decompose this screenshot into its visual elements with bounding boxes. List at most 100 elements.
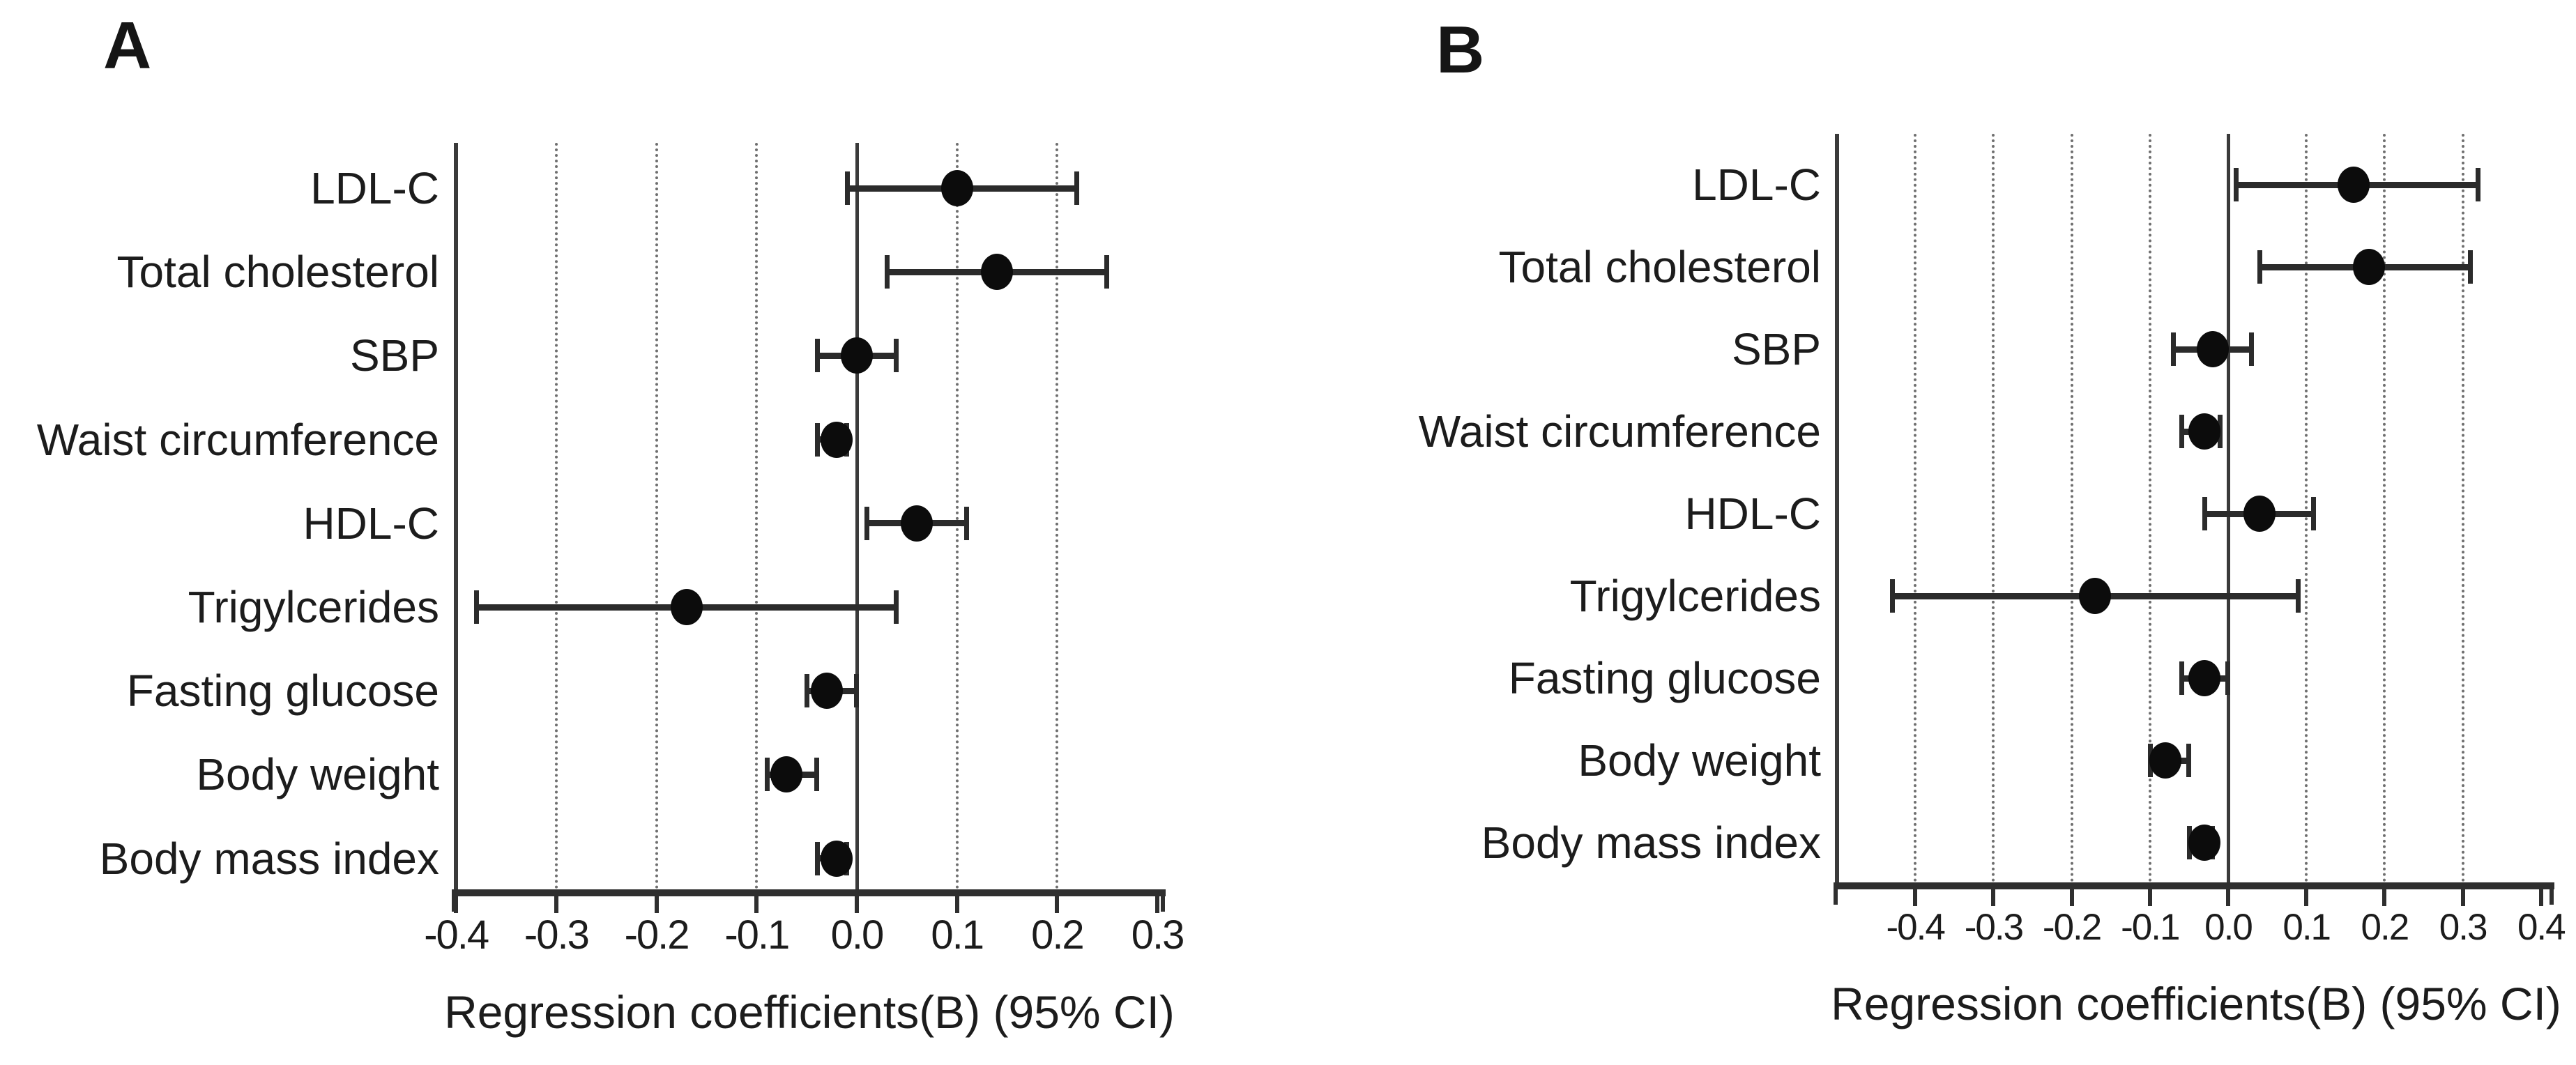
point-marker — [670, 589, 703, 625]
axis-end-tick — [2550, 885, 2554, 905]
point-marker — [2188, 825, 2221, 861]
ci-cap-high — [854, 674, 859, 708]
ci-cap-high — [1104, 255, 1110, 289]
category-label: Body mass index — [99, 833, 439, 884]
ci-cap-low — [2171, 332, 2177, 366]
y-axis-spine — [1835, 134, 1839, 887]
gridline — [1992, 134, 1995, 882]
gridline — [1055, 143, 1059, 889]
ci-cap-high — [1074, 171, 1080, 205]
axis-tick — [654, 894, 659, 913]
gridline — [2461, 134, 2464, 882]
ci-cap-high — [2295, 579, 2301, 613]
axis-tick — [2226, 887, 2230, 906]
tick-label: -0.3 — [524, 912, 590, 958]
ci-cap-low — [2179, 661, 2184, 695]
ci-cap-low — [2202, 497, 2208, 530]
point-marker — [940, 170, 973, 206]
ci-cap-high — [964, 506, 970, 540]
gridline — [2148, 134, 2151, 882]
tick-label: 0.2 — [2361, 906, 2410, 948]
axis-tick — [2069, 887, 2074, 906]
point-marker — [2196, 331, 2229, 367]
ci-cap-low — [814, 339, 820, 373]
category-label: Total cholesterol — [1498, 242, 1821, 292]
category-label: SBP — [349, 330, 439, 381]
x-axis-title: Regression coefficients(B) (95% CI) — [1831, 978, 2561, 1029]
axis-tick — [1055, 894, 1060, 913]
tick-label: 0.0 — [2204, 906, 2253, 948]
y-axis-spine — [454, 143, 459, 894]
point-marker — [841, 337, 873, 374]
axis-end-tick — [1834, 885, 1838, 905]
ci-cap-high — [2476, 168, 2481, 201]
x-axis-title: Regression coefficients(B) (95% CI) — [444, 986, 1175, 1038]
tick-label: 0.2 — [1031, 912, 1085, 958]
category-label: Fasting glucose — [126, 666, 439, 717]
ci-cap-low — [805, 674, 810, 708]
tick-label: 0.1 — [931, 912, 984, 958]
point-marker — [901, 505, 933, 542]
tick-label: 0.0 — [830, 912, 885, 958]
gridline — [2383, 134, 2386, 882]
category-label: LDL-C — [1692, 160, 1821, 210]
axis-tick — [1155, 894, 1160, 913]
category-label: Waist circumference — [1418, 406, 1821, 457]
zero-line — [855, 143, 859, 889]
point-marker — [770, 756, 803, 793]
tick-label: -0.4 — [1886, 906, 1946, 948]
category-label: HDL-C — [1684, 489, 1821, 539]
category-label: Waist circumference — [36, 414, 439, 465]
point-marker — [981, 254, 1014, 291]
point-marker — [2337, 167, 2370, 203]
axis-tick — [2382, 887, 2387, 906]
point-marker — [2188, 413, 2221, 450]
tick-label: 0.1 — [2282, 906, 2331, 948]
ci-cap-low — [764, 758, 770, 792]
point-marker — [821, 840, 853, 877]
point-marker — [2243, 496, 2276, 532]
gridline — [554, 143, 558, 889]
ci-cap-high — [2311, 497, 2317, 530]
panel-letter: A — [103, 8, 152, 83]
axis-tick — [954, 894, 959, 913]
ci-cap-low — [814, 841, 820, 875]
gridline — [655, 143, 658, 889]
ci-cap-low — [2257, 250, 2262, 284]
category-label: Body weight — [196, 749, 439, 800]
ci-cap-low — [844, 171, 850, 205]
tick-label: -0.3 — [1964, 906, 2024, 948]
axis-tick — [2460, 887, 2465, 906]
ci-cap-low — [473, 590, 479, 624]
category-label: SBP — [1731, 324, 1821, 374]
point-marker — [2149, 742, 2182, 779]
zero-line — [2226, 134, 2230, 882]
category-label: HDL-C — [303, 498, 439, 549]
ci-cap-low — [814, 422, 820, 457]
category-label: Total cholesterol — [116, 247, 439, 298]
point-marker — [810, 673, 843, 710]
ci-cap-high — [2467, 250, 2473, 284]
axis-tick — [855, 894, 859, 913]
gridline — [1914, 134, 1917, 882]
tick-label: 0.3 — [1131, 912, 1185, 958]
ci-cap-high — [894, 339, 899, 373]
category-label: Body weight — [1578, 735, 1821, 786]
x-axis-line — [452, 889, 1166, 896]
axis-tick — [1991, 887, 1996, 906]
ci-cap-high — [814, 758, 819, 792]
category-label: Fasting glucose — [1508, 653, 1821, 703]
tick-label: 0.4 — [2517, 906, 2566, 948]
point-marker — [2079, 578, 2112, 614]
axis-tick — [454, 894, 459, 913]
gridline — [2070, 134, 2073, 882]
axis-tick — [1913, 887, 1918, 906]
ci-cap-low — [2179, 415, 2184, 448]
axis-tick — [2538, 887, 2543, 906]
panel-letter: B — [1436, 13, 1485, 87]
point-marker — [2352, 249, 2385, 285]
ci-cap-low — [864, 506, 870, 540]
ci-cap-high — [894, 590, 899, 624]
category-label: Trigylcerides — [1569, 571, 1821, 621]
point-marker — [821, 421, 853, 458]
